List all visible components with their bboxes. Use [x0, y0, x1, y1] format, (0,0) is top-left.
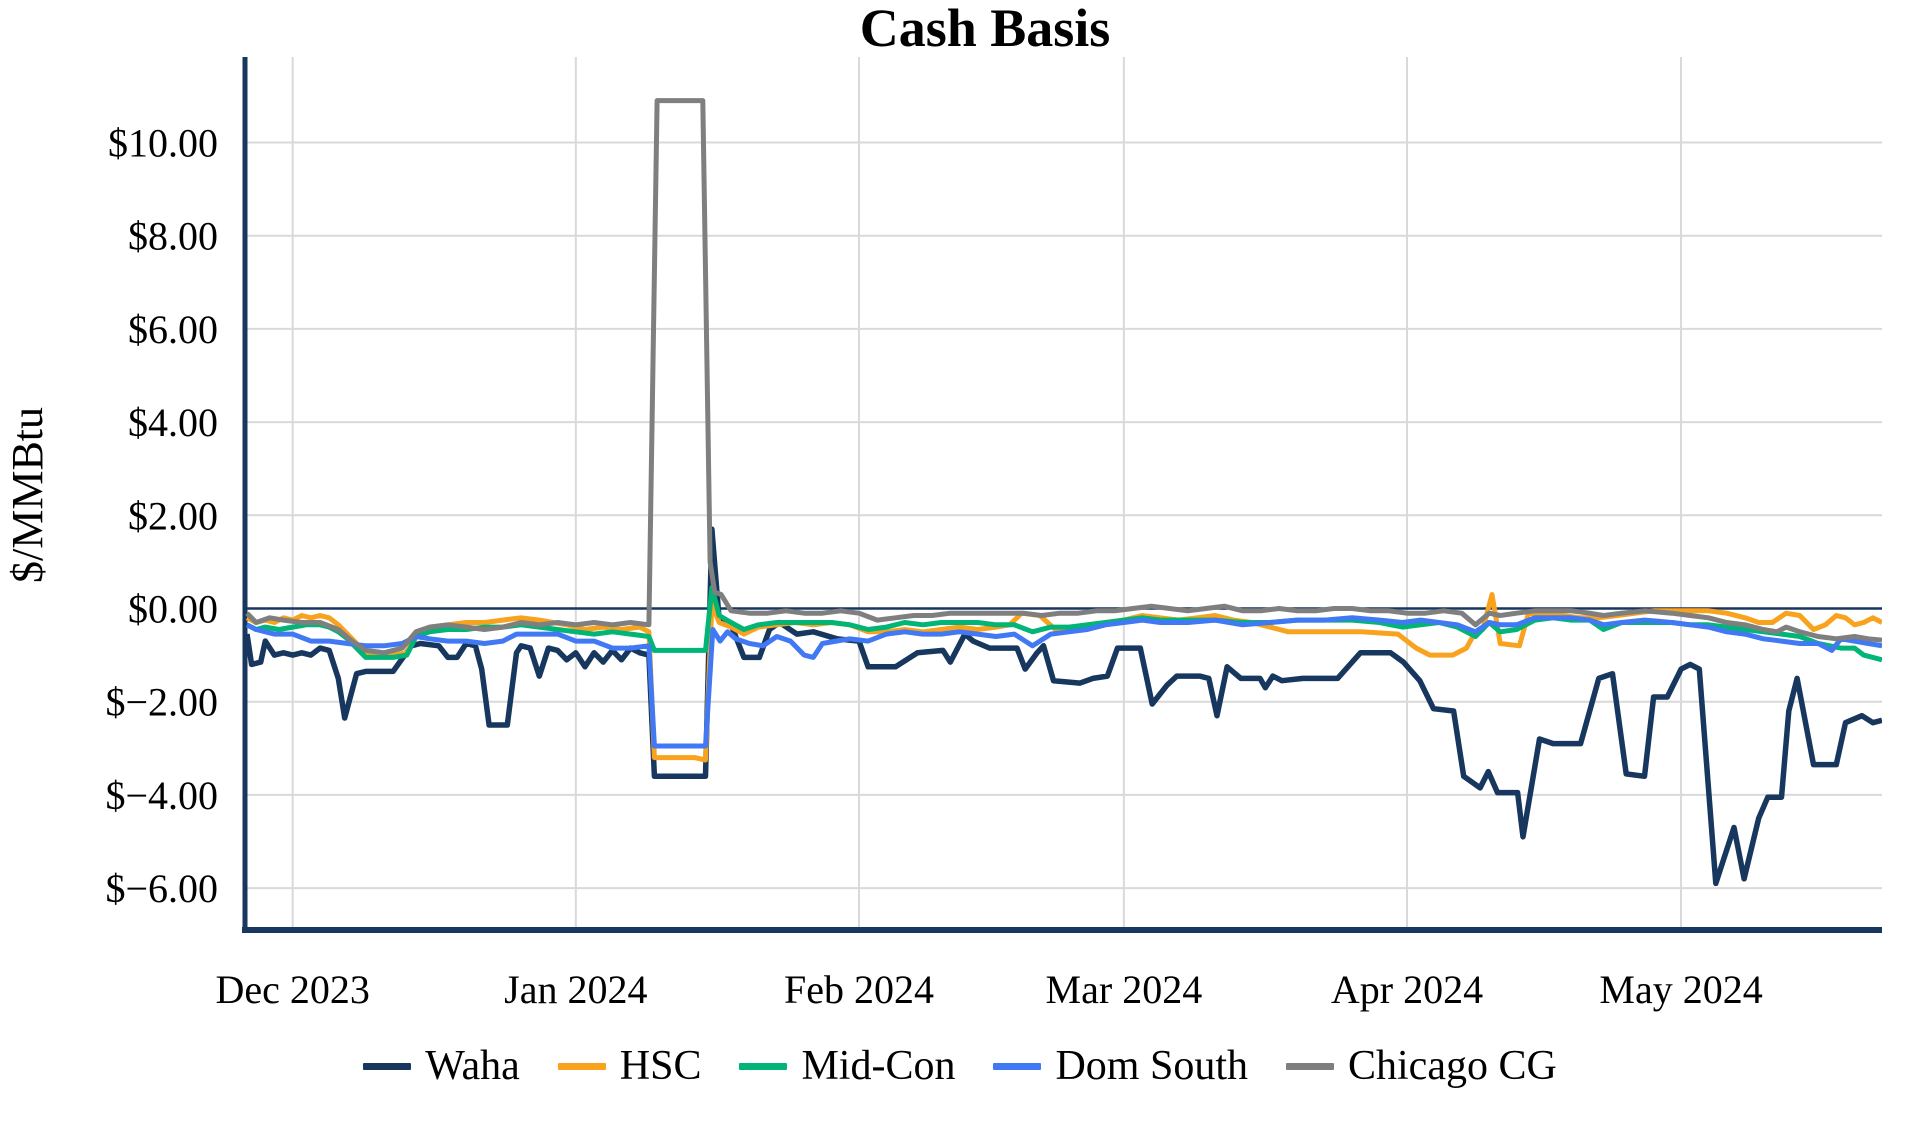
- series-line-chicago-cg: [245, 98, 1882, 656]
- legend-label: Waha: [425, 1043, 520, 1089]
- y-tick-label: $−4.00: [105, 773, 218, 818]
- y-axis-label: $/MMBtu: [3, 407, 52, 583]
- legend-item-mid-con: Mid-Con: [739, 1045, 955, 1087]
- series-line-waha: [245, 526, 1882, 887]
- legend: Waha HSC Mid-Con Dom South Chicago CG: [0, 1034, 1920, 1098]
- tick-labels: $10.00 $8.00 $6.00 $4.00 $2.00 $0.00 $−2.00 $−4…: [105, 121, 1762, 1013]
- y-tick-label: $4.00: [128, 400, 218, 445]
- legend-label: Mid-Con: [801, 1043, 956, 1089]
- x-tick-label: Mar 2024: [1046, 967, 1203, 1012]
- y-tick-label: $6.00: [128, 307, 218, 352]
- x-tick-label: Jan 2024: [504, 967, 647, 1012]
- legend-swatch-icon: [993, 1062, 1042, 1070]
- legend-swatch-icon: [1286, 1062, 1334, 1070]
- legend-swatch-icon: [739, 1062, 788, 1070]
- y-tick-label: $−6.00: [105, 866, 218, 911]
- legend-swatch-icon: [363, 1062, 412, 1070]
- legend-item-dom-south: Dom South: [993, 1045, 1248, 1087]
- legend-swatch-icon: [557, 1062, 606, 1070]
- legend-item-waha: Waha: [363, 1045, 520, 1087]
- legend-label: Dom South: [1055, 1043, 1248, 1089]
- y-tick-label: $10.00: [108, 121, 218, 166]
- y-tick-label: $−2.00: [105, 680, 218, 725]
- y-tick-label: $8.00: [128, 214, 218, 259]
- x-tick-label: Dec 2023: [215, 967, 369, 1012]
- x-tick-label: May 2024: [1599, 967, 1762, 1012]
- series-line-dom-south: [245, 615, 1882, 749]
- legend-label: HSC: [619, 1043, 702, 1089]
- legend-label: Chicago CG: [1348, 1043, 1557, 1089]
- x-tick-label: Feb 2024: [784, 967, 934, 1012]
- legend-item-chicago-cg: Chicago CG: [1286, 1045, 1557, 1087]
- y-tick-label: $0.00: [128, 587, 218, 632]
- axes: [242, 57, 1882, 933]
- gridlines: [245, 57, 1882, 930]
- chart-title: Cash Basis: [860, 0, 1111, 58]
- data-series: [245, 98, 1882, 887]
- x-tick-label: Apr 2024: [1331, 967, 1483, 1012]
- y-tick-label: $2.00: [128, 493, 218, 538]
- legend-item-hsc: HSC: [557, 1043, 702, 1089]
